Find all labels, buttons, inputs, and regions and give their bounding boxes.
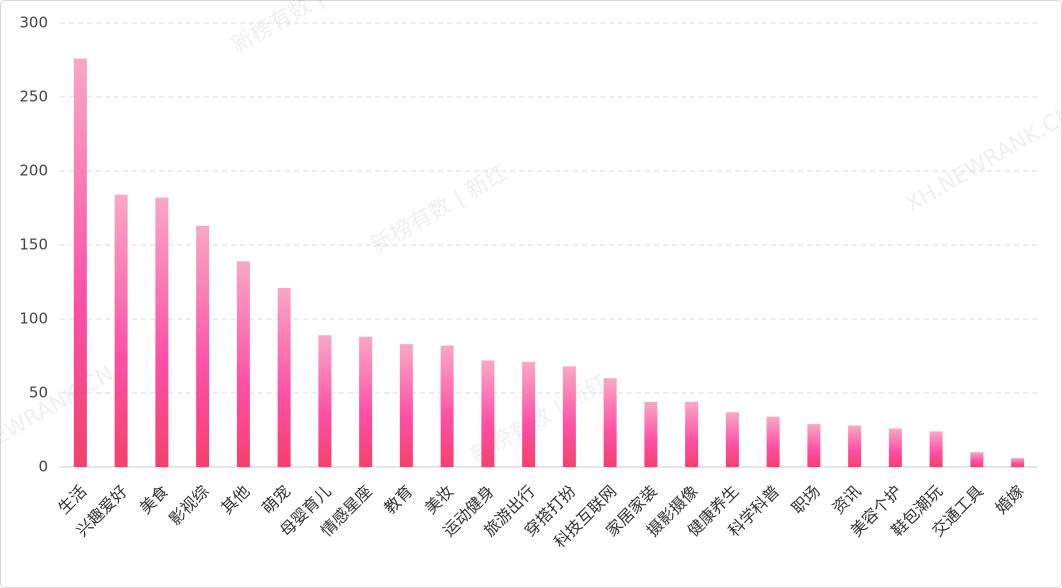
bar [399, 344, 413, 467]
y-tick-label: 100 [19, 310, 48, 328]
bar [562, 366, 576, 467]
bar [155, 197, 169, 467]
bar [73, 58, 87, 468]
bar [277, 287, 291, 467]
bar [114, 194, 128, 467]
bar [236, 261, 250, 467]
y-tick-label: 300 [19, 14, 48, 32]
bar [603, 378, 617, 467]
y-tick-label: 50 [29, 384, 48, 402]
bar [725, 412, 739, 467]
bar [848, 425, 862, 467]
y-tick-label: 250 [19, 88, 48, 106]
bar [766, 416, 780, 467]
bar [685, 401, 699, 467]
y-tick-label: 0 [38, 458, 48, 476]
bar [888, 428, 902, 467]
bar [318, 335, 332, 467]
bar [929, 431, 943, 467]
bar [970, 452, 984, 467]
y-tick-label: 200 [19, 162, 48, 180]
bar [644, 401, 658, 467]
bar [440, 345, 454, 467]
bar [481, 360, 495, 467]
bar [807, 424, 821, 467]
y-tick-label: 150 [19, 236, 48, 254]
bar [1011, 458, 1025, 467]
bar [196, 225, 210, 467]
bar [522, 361, 536, 467]
bar [359, 336, 373, 467]
